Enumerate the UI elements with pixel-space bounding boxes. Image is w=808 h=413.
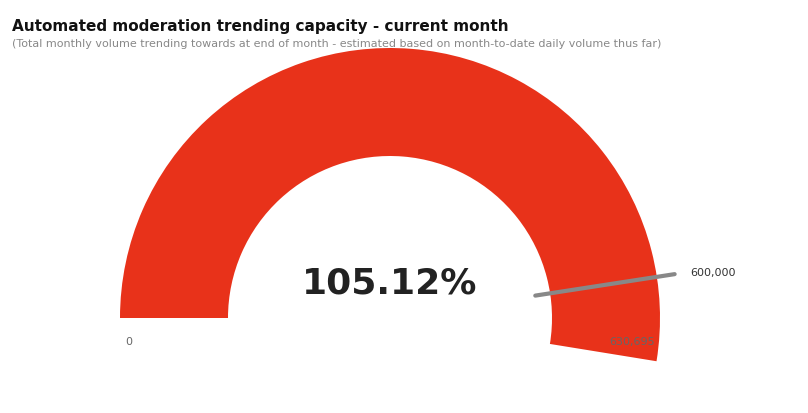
- Text: 600,000: 600,000: [691, 268, 736, 278]
- Text: (Total monthly volume trending towards at end of month - estimated based on mont: (Total monthly volume trending towards a…: [12, 39, 662, 49]
- Text: Automated moderation trending capacity - current month: Automated moderation trending capacity -…: [12, 19, 508, 34]
- Text: 105.12%: 105.12%: [302, 266, 478, 300]
- Text: 630,695: 630,695: [609, 336, 655, 346]
- Wedge shape: [120, 49, 660, 361]
- Text: 0: 0: [125, 336, 132, 346]
